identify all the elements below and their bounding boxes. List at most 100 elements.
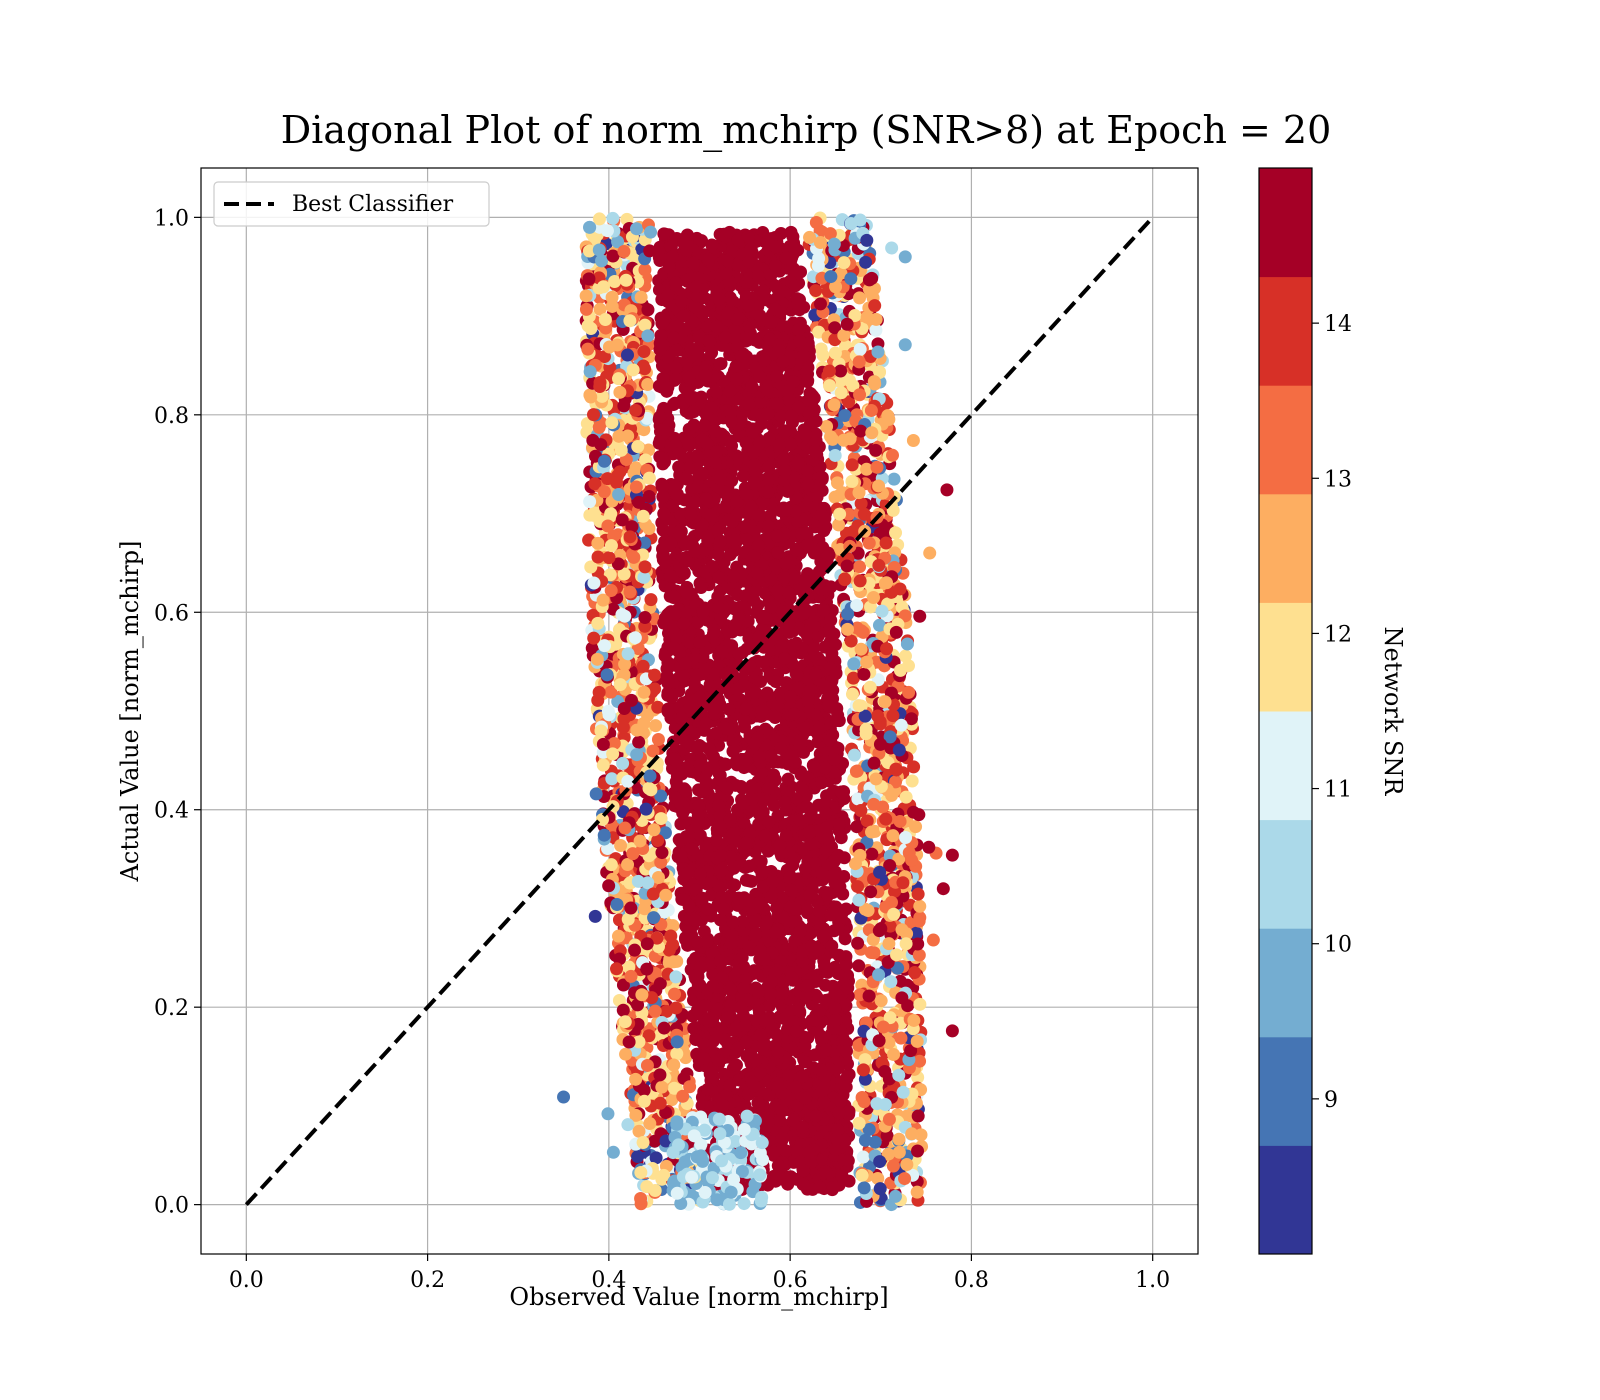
scatter-point <box>631 1150 645 1164</box>
scatter-point <box>632 495 646 509</box>
scatter-point <box>597 639 611 653</box>
scatter-point <box>898 609 912 623</box>
scatter-point <box>886 1159 900 1173</box>
scatter-point <box>858 1133 872 1147</box>
scatter-point <box>597 485 611 499</box>
scatter-point <box>873 365 887 379</box>
scatter-point <box>854 804 868 818</box>
scatter-point <box>619 273 633 287</box>
scatter-point <box>889 775 903 789</box>
scatter-point <box>607 736 621 750</box>
scatter-point <box>639 802 653 816</box>
scatter-point <box>869 772 883 786</box>
scatter-point <box>654 789 668 803</box>
scatter-point <box>643 769 657 783</box>
scatter-point <box>651 700 665 714</box>
scatter-point <box>852 486 866 500</box>
scatter-point <box>896 876 910 890</box>
scatter-point <box>890 948 904 962</box>
scatter-point <box>638 902 652 916</box>
scatter-point <box>657 905 671 919</box>
scatter-point <box>838 572 852 586</box>
scatter-point <box>896 1085 910 1099</box>
scatter-point <box>873 1155 887 1169</box>
scatter-point <box>612 487 626 501</box>
scatter-point <box>654 812 668 826</box>
scatter-point <box>844 272 858 286</box>
scatter-point <box>596 280 610 294</box>
scatter-point <box>851 936 865 950</box>
scatter-point <box>616 720 630 734</box>
scatter-point <box>895 923 909 937</box>
scatter-point <box>852 355 866 369</box>
scatter-point <box>588 477 602 491</box>
scatter-point <box>871 345 885 359</box>
scatter-point <box>913 899 927 913</box>
scatter-point <box>856 1063 870 1077</box>
scatter-point <box>822 364 836 378</box>
scatter-point <box>847 748 861 762</box>
scatter-point <box>618 609 632 623</box>
scatter-point <box>587 631 601 645</box>
scatter-point <box>611 929 625 943</box>
scatter-point <box>858 1053 872 1067</box>
scatter-point <box>883 1011 897 1025</box>
scatter-point <box>847 657 861 671</box>
scatter-point <box>904 1044 918 1058</box>
scatter-point <box>617 567 631 581</box>
scatter-point <box>582 272 596 286</box>
scatter-point <box>869 443 883 457</box>
scatter-point <box>878 1064 892 1078</box>
scatter-point <box>651 833 665 847</box>
scatter-point <box>823 227 837 241</box>
scatter-point <box>879 812 893 826</box>
scatter-point <box>667 955 681 969</box>
scatter-point <box>883 730 897 744</box>
scatter-point <box>883 859 897 873</box>
scatter-point <box>592 420 606 434</box>
scatter-point <box>605 416 619 430</box>
scatter-point <box>641 378 655 392</box>
scatter-point <box>844 634 858 648</box>
scatter-point <box>605 290 619 304</box>
scatter-point <box>850 598 864 612</box>
scatter-point <box>872 1034 886 1048</box>
scatter-point <box>670 1047 684 1061</box>
scatter-point <box>872 968 886 982</box>
scatter-point <box>621 858 635 872</box>
scatter-point <box>617 399 631 413</box>
scatter-point <box>655 846 669 860</box>
scatter-point <box>626 847 640 861</box>
scatter-point <box>631 440 645 454</box>
scatter-point <box>669 970 683 984</box>
scatter-point <box>627 550 641 564</box>
scatter-point <box>869 323 883 337</box>
scatter-point <box>584 390 598 404</box>
scatter-point <box>911 1109 925 1123</box>
scatter-point <box>887 1047 901 1061</box>
scatter-point <box>860 462 874 476</box>
scatter-point <box>669 1001 683 1015</box>
scatter-point <box>837 328 851 342</box>
scatter-point <box>630 222 644 236</box>
scatter-point <box>648 1184 662 1198</box>
scatter-point <box>618 821 632 835</box>
scatter-point <box>880 642 894 656</box>
scatter-point <box>637 570 651 584</box>
scatter-point <box>840 559 854 573</box>
scatter-point <box>912 914 926 928</box>
scatter-point <box>845 687 859 701</box>
scatter-point <box>827 398 841 412</box>
scatter-point <box>842 507 856 521</box>
scatter-point <box>889 625 903 639</box>
scatter-point <box>596 758 610 772</box>
scatter-point <box>594 438 608 452</box>
scatter-point <box>828 321 842 335</box>
scatter-point <box>841 607 855 621</box>
scatter-point <box>616 1003 630 1017</box>
scatter-point <box>582 244 596 258</box>
scatter-point <box>853 342 867 356</box>
scatter-point <box>622 1035 636 1049</box>
scatter-point <box>676 1089 690 1103</box>
scatter-point <box>913 997 927 1011</box>
